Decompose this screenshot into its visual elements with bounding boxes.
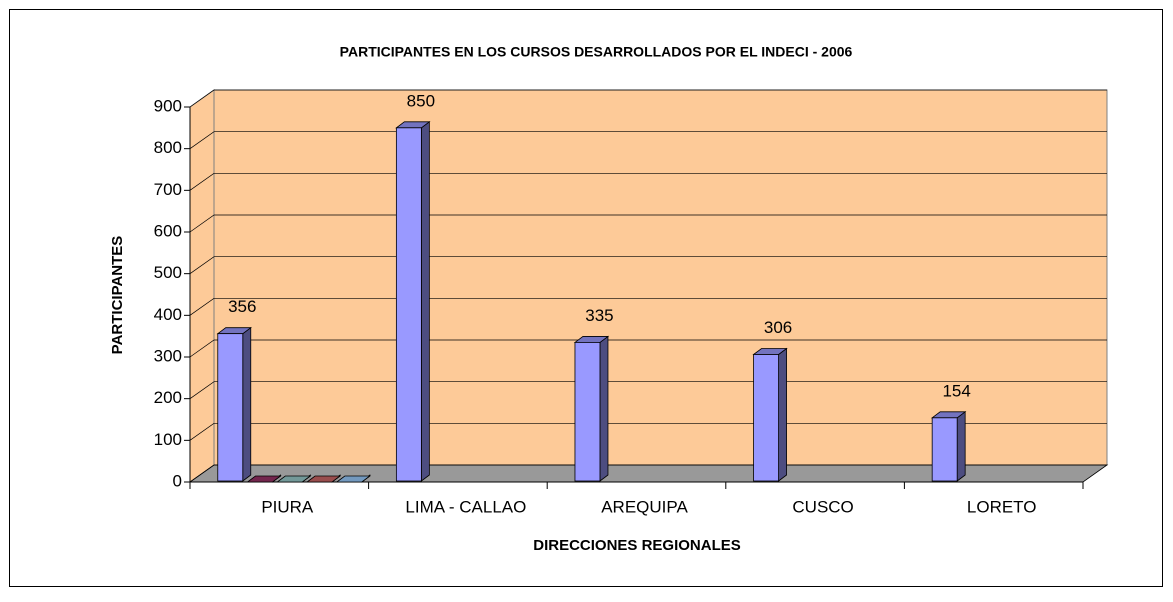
bar-top <box>335 475 372 483</box>
y-tick-label: 600 <box>154 221 182 240</box>
bar <box>753 354 779 482</box>
grid-line <box>189 214 1107 233</box>
y-tick-label: 200 <box>154 388 182 407</box>
data-label: 335 <box>585 306 613 325</box>
x-tick-label: LORETO <box>967 497 1037 516</box>
y-tick-label: 900 <box>154 96 182 115</box>
data-label: 850 <box>407 91 435 110</box>
x-tick-label: AREQUIPA <box>601 497 688 516</box>
grid-line <box>189 172 1107 191</box>
data-label: 154 <box>942 381 970 400</box>
bar-side <box>420 121 430 482</box>
y-tick-label: 800 <box>154 138 182 157</box>
grid-line <box>189 131 1107 149</box>
x-tick-label: CUSCO <box>792 497 853 516</box>
grid-line <box>189 89 1107 108</box>
x-tick-label: PIURA <box>261 497 314 516</box>
x-axis-title: DIRECCIONES REGIONALES <box>533 537 741 554</box>
bar <box>217 333 244 482</box>
x-tick-label: LIMA - CALLAO <box>405 497 526 516</box>
back-wall <box>213 89 1108 466</box>
bar <box>931 417 958 482</box>
grid-line <box>189 422 1107 441</box>
chart-title: PARTICIPANTES EN LOS CURSOS DESARROLLADO… <box>340 44 853 60</box>
data-label: 356 <box>228 297 256 316</box>
grid-line <box>189 297 1107 316</box>
bar <box>574 342 601 482</box>
y-tick-label: 400 <box>154 305 182 324</box>
y-axis-title: PARTICIPANTES <box>109 236 126 355</box>
bar-top <box>276 475 312 483</box>
data-label: 306 <box>764 318 792 337</box>
grid-line <box>189 256 1107 274</box>
left-wall <box>189 89 215 483</box>
y-tick-label: 300 <box>154 346 182 365</box>
grid-line <box>189 339 1107 358</box>
bar-top <box>246 475 282 483</box>
grid-line <box>189 381 1107 399</box>
bar <box>395 127 422 482</box>
bar-side <box>778 347 787 482</box>
y-tick-label: 100 <box>154 430 182 449</box>
bar-side <box>956 411 966 482</box>
y-tick-label: 500 <box>154 263 182 282</box>
y-tick-label: 700 <box>154 180 182 199</box>
y-tick-label: 0 <box>173 471 182 490</box>
grid-line <box>189 464 1107 483</box>
bar-side <box>242 326 252 482</box>
bar-top <box>305 475 342 483</box>
bar-side <box>599 335 609 482</box>
